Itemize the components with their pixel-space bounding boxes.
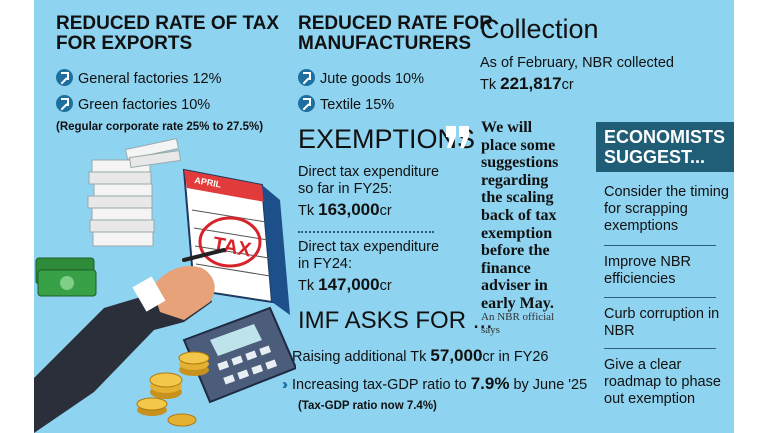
exports-title: REDUCED RATE OF TAX FOR EXPORTS xyxy=(56,14,306,54)
collection-line1: As of February, NBR collected xyxy=(480,55,674,71)
exemptions-fy24: Direct tax expenditure in FY24: Tk 147,0… xyxy=(298,239,440,294)
imf-item-ratio: ›› Increasing tax-GDP ratio to 7.9% by J… xyxy=(282,374,588,393)
calendar-month-label: APRIL xyxy=(194,175,223,190)
arrow-up-right-icon xyxy=(298,69,315,86)
arrow-up-right-icon xyxy=(56,69,73,86)
quote-mark-icon xyxy=(444,124,472,150)
economists-divider xyxy=(604,245,716,246)
collection-title: Collection xyxy=(480,14,599,44)
economists-header: ECONOMISTS SUGGEST... xyxy=(596,122,734,172)
economists-divider xyxy=(604,348,716,349)
economists-item-roadmap: Give a clear roadmap to phase out exempt… xyxy=(604,357,721,407)
calculator-icon xyxy=(182,306,296,404)
infographic: REDUCED RATE OF TAX FOR EXPORTS General … xyxy=(34,0,734,433)
exports-title-line1: REDUCED RATE OF TAX xyxy=(56,13,280,34)
imf-title: IMF ASKS FOR ... xyxy=(298,307,493,334)
manufacturers-item-textile: Textile 15% xyxy=(298,95,394,114)
paper-stack-icon xyxy=(87,138,182,247)
imf-note: (Tax-GDP ratio now 7.4%) xyxy=(298,400,437,412)
economists-divider xyxy=(604,297,716,298)
manufacturers-title: REDUCED RATE FOR MANUFACTURERS xyxy=(298,14,498,54)
quote-attribution: An NBR official says xyxy=(481,311,555,336)
manufacturers-title-line2: MANUFACTURERS xyxy=(298,33,472,54)
exemptions-divider xyxy=(298,231,434,233)
tax-illustration: APRIL TAX xyxy=(34,138,296,433)
exports-item-general: General factories 12% xyxy=(56,69,221,88)
manufacturers-item-jute: Jute goods 10% xyxy=(298,69,424,88)
arrow-up-right-icon xyxy=(298,95,315,112)
imf-item-revenue: ›› Raising additional Tk 57,000cr in FY2… xyxy=(282,347,549,366)
exports-item-green: Green factories 10% xyxy=(56,95,210,114)
exports-title-line2: FOR EXPORTS xyxy=(56,33,193,54)
coins-icon xyxy=(136,351,210,427)
exports-note: (Regular corporate rate 25% to 27.5%) xyxy=(56,121,264,133)
money-stack-icon xyxy=(35,257,97,297)
economists-item-timing: Consider the timing for scrapping exempt… xyxy=(604,184,729,234)
arrow-up-right-icon xyxy=(56,95,73,112)
manufacturers-title-line1: REDUCED RATE FOR xyxy=(298,13,493,34)
quote-text: We will place some suggestions regarding… xyxy=(481,119,559,312)
economists-item-corruption: Curb corruption in NBR xyxy=(604,306,720,339)
collection-amount: Tk 221,817cr xyxy=(480,74,574,93)
hand-with-pen-icon xyxy=(34,248,226,433)
calendar-icon xyxy=(182,168,290,315)
exemptions-title: EXEMPTIONS xyxy=(298,124,476,154)
economists-item-efficiency: Improve NBR efficiencies xyxy=(604,254,692,287)
exemptions-fy25: Direct tax expenditure so far in FY25: T… xyxy=(298,164,440,219)
